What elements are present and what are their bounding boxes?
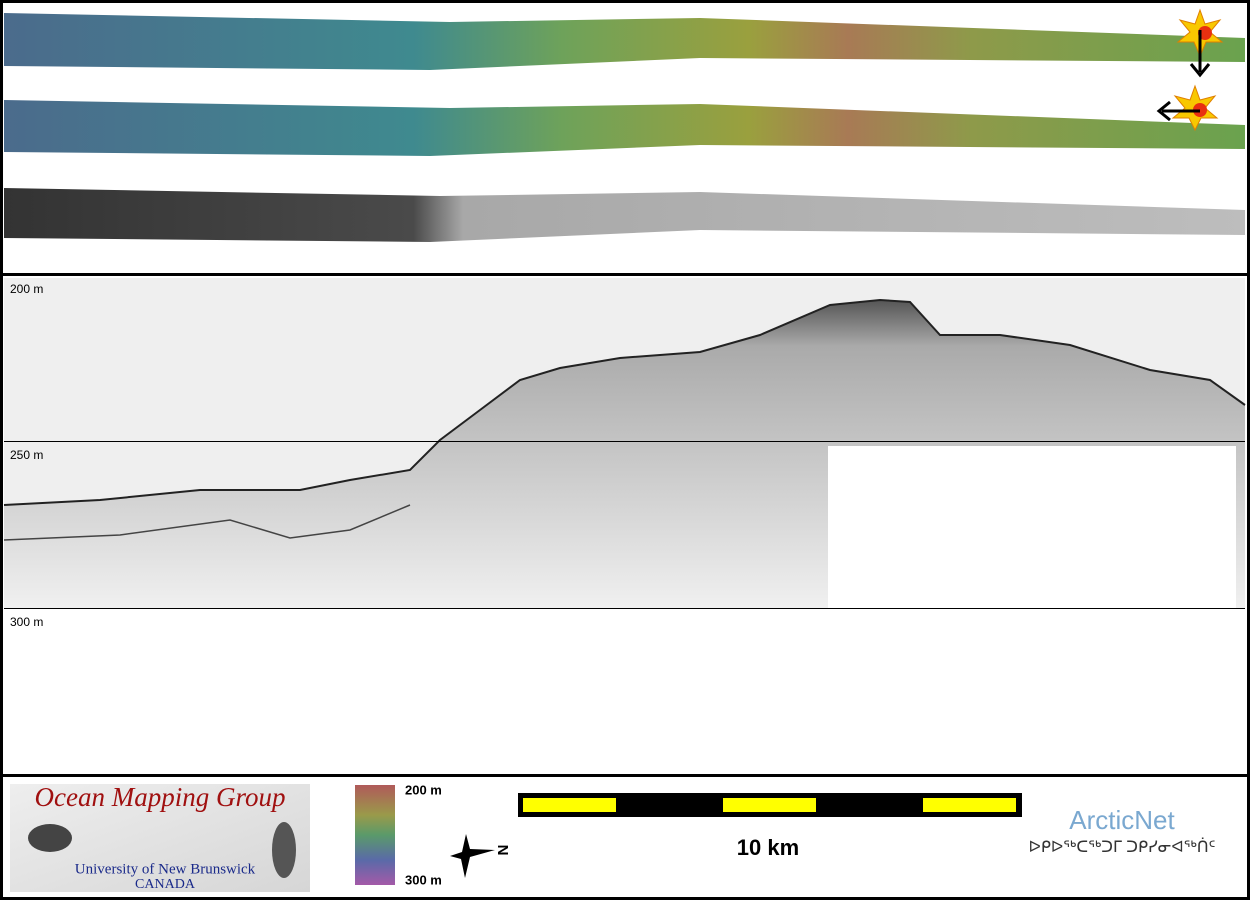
logo-graphic: [28, 824, 72, 852]
scale-segment: [923, 798, 1016, 812]
scale-segment: [523, 798, 616, 812]
depth-label: 300 m: [10, 615, 43, 629]
colorbar-label: 300 m: [405, 872, 442, 887]
colorbar-label: 200 m: [405, 782, 442, 797]
scale-label: 10 km: [737, 835, 799, 860]
depth-label: 200 m: [10, 282, 43, 296]
compass: [450, 834, 495, 878]
compass-north: N: [494, 845, 511, 856]
bathymetry-strip: [4, 13, 1245, 70]
seabed-line: [3, 298, 1246, 506]
logo-country: CANADA: [135, 877, 196, 892]
partner-name: ArcticNet: [1069, 805, 1175, 835]
scale-segment: [723, 798, 816, 812]
subbottom-reflector: [3, 504, 411, 541]
depth-label: 250 m: [10, 448, 43, 462]
logo-university: University of New Brunswick: [75, 861, 256, 877]
illumination-marker: [1156, 8, 1224, 132]
backscatter-strip: [4, 188, 1245, 242]
colorbar: [355, 785, 395, 885]
blank-area: [828, 446, 1236, 608]
bathymetry-strip: [4, 100, 1245, 156]
logo-graphic: [272, 822, 296, 878]
partner-subtitle: ᐅᑭᐅᖅᑕᖅᑐᒥ ᑐᑭᓯᓂᐊᖅᑏᑦ: [1029, 837, 1216, 856]
logo-title: Ocean Mapping Group: [35, 782, 286, 812]
